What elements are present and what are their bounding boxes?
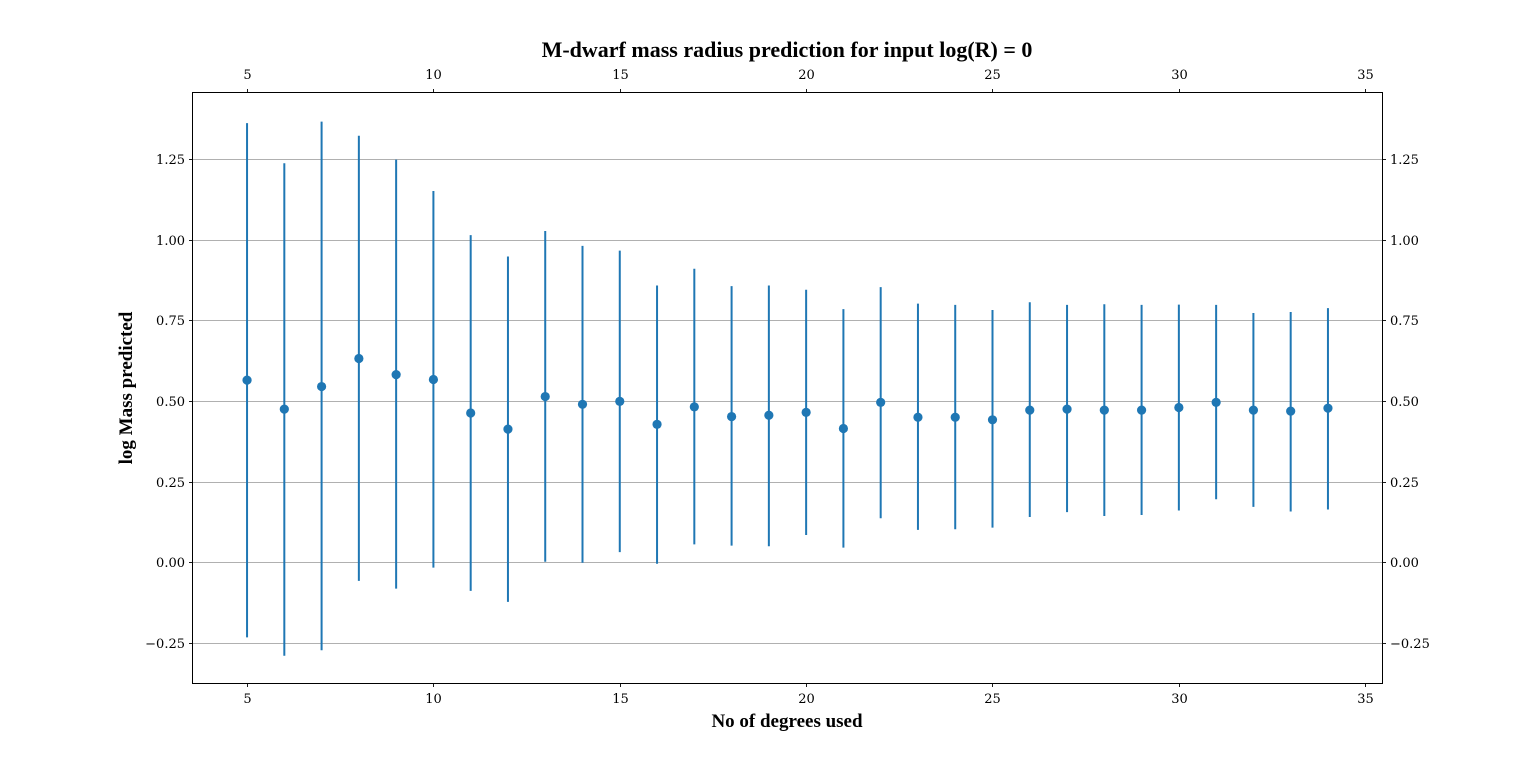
- data-point: [838, 423, 849, 434]
- data-point: [279, 404, 289, 414]
- data-point: [1286, 406, 1296, 416]
- data-point: [354, 353, 364, 364]
- x-tick-label-top: 10: [425, 68, 442, 83]
- error-bars: [246, 121, 1329, 656]
- x-tick-label-top: 25: [984, 68, 1001, 83]
- data-point: [1136, 405, 1147, 415]
- x-axis-top: 5 10 15 20 25 30 35: [243, 68, 1374, 93]
- data-point: [1062, 404, 1072, 414]
- data-point: [764, 410, 774, 420]
- y-tick-label-left: 1.00: [156, 234, 185, 249]
- y-tick-label-left: −0.25: [145, 637, 185, 652]
- data-point: [577, 399, 588, 409]
- data-point: [913, 412, 923, 422]
- x-tick-label-top: 35: [1357, 68, 1374, 83]
- data-point: [1174, 402, 1184, 413]
- y-axis-title: log Mass predicted: [116, 311, 137, 464]
- y-tick-label-right: 1.25: [1390, 153, 1419, 168]
- data-point: [1025, 405, 1035, 415]
- plot-frame: [192, 92, 1383, 684]
- x-tick-label-bottom: 20: [798, 692, 815, 707]
- data-point: [950, 412, 960, 422]
- y-axis-right: −0.25 0.00 0.25 0.50 0.75 1.00 1.25: [1382, 153, 1430, 652]
- y-tick-label-left: 1.25: [156, 153, 185, 168]
- y-tick-label-right: 0.00: [1390, 556, 1419, 571]
- x-axis-bottom: 5 10 15 20 25 30 35: [243, 683, 1374, 707]
- y-tick-label-left: 0.75: [156, 314, 185, 329]
- data-point: [242, 375, 252, 385]
- x-tick-label-bottom: 25: [984, 692, 1001, 707]
- y-tick-label-right: 0.25: [1390, 476, 1419, 491]
- x-axis-title: No of degrees used: [711, 711, 863, 732]
- data-point: [466, 408, 476, 418]
- chart-title: M-dwarf mass radius prediction for input…: [542, 37, 1033, 62]
- y-tick-label-right: 0.75: [1390, 314, 1419, 329]
- data-point: [987, 415, 998, 425]
- data-point: [428, 374, 439, 385]
- x-tick-label-bottom: 5: [243, 692, 251, 707]
- x-tick-label-top: 5: [243, 68, 251, 83]
- data-points: [242, 353, 1333, 434]
- x-tick-label-bottom: 15: [612, 692, 629, 707]
- x-tick-label-bottom: 35: [1357, 692, 1374, 707]
- x-tick-label-top: 20: [798, 68, 815, 83]
- data-point: [1099, 405, 1109, 415]
- data-point: [503, 424, 513, 434]
- data-point: [876, 397, 886, 407]
- data-point: [316, 381, 327, 392]
- y-tick-label-left: 0.25: [156, 476, 185, 491]
- data-point: [689, 402, 699, 412]
- data-point: [652, 419, 662, 429]
- data-point: [1211, 397, 1221, 407]
- y-tick-label-right: −0.25: [1390, 637, 1430, 652]
- y-tick-label-left: 0.50: [156, 395, 185, 410]
- y-axis-left: −0.25 0.00 0.25 0.50 0.75 1.00 1.25: [145, 153, 193, 652]
- y-tick-label-left: 0.00: [156, 556, 185, 571]
- x-tick-label-top: 15: [612, 68, 629, 83]
- grid-lines: [193, 159, 1382, 644]
- data-point: [1248, 405, 1259, 415]
- x-tick-label-top: 30: [1171, 68, 1188, 83]
- data-point: [1323, 403, 1333, 413]
- x-tick-label-bottom: 10: [425, 692, 442, 707]
- y-tick-label-right: 0.50: [1390, 395, 1419, 410]
- data-point: [615, 396, 625, 406]
- data-point: [391, 370, 401, 380]
- x-tick-label-bottom: 30: [1171, 692, 1188, 707]
- data-point: [540, 391, 550, 402]
- y-tick-label-right: 1.00: [1390, 234, 1419, 249]
- data-point: [726, 411, 737, 422]
- data-point: [801, 407, 811, 417]
